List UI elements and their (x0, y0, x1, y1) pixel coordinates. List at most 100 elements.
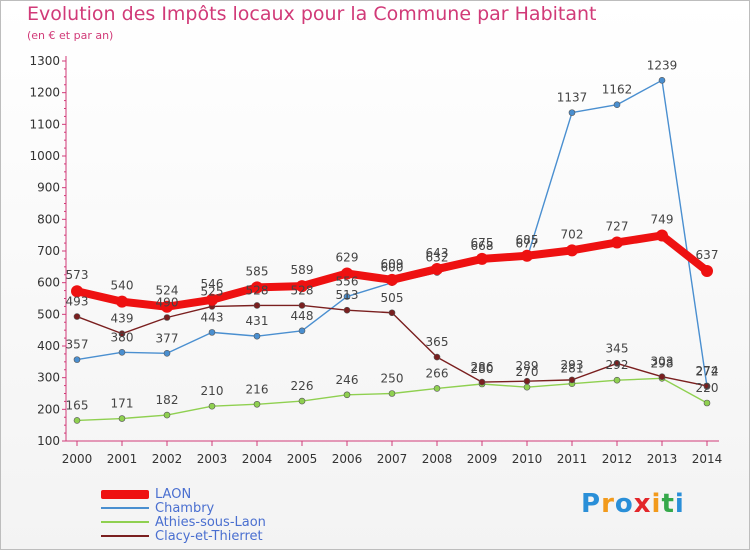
data-point (206, 293, 218, 306)
legend-item: Athies-sous-Laon (101, 515, 266, 530)
logo-letter: P (581, 489, 602, 519)
data-point (116, 295, 128, 308)
legend: LAON Chambry Athies-sous-Laon Clacy-et-T… (101, 487, 266, 544)
data-label: 226 (291, 379, 314, 393)
data-point (521, 249, 533, 262)
data-label: 528 (291, 283, 314, 297)
data-point (118, 415, 126, 422)
data-label: 365 (426, 335, 449, 349)
data-label: 643 (426, 246, 449, 260)
legend-swatch (101, 535, 149, 537)
data-point (613, 376, 621, 384)
data-point (163, 349, 171, 357)
data-label: 668 (471, 239, 494, 253)
logo-letter: o (614, 489, 634, 519)
data-label: 609 (381, 257, 404, 271)
x-tick-label: 2008 (422, 452, 453, 466)
logo-letter: t (661, 489, 675, 519)
brand-logo: Proxiti (581, 489, 685, 519)
data-label: 274 (696, 364, 719, 378)
data-label: 727 (606, 219, 629, 233)
data-label: 293 (561, 358, 584, 372)
y-tick-label: 900 (37, 181, 60, 195)
data-label: 493 (66, 295, 89, 309)
data-point (388, 309, 396, 317)
data-point (476, 252, 488, 265)
data-point (71, 285, 83, 298)
data-point (658, 373, 666, 381)
x-tick-label: 2005 (287, 452, 318, 466)
data-label: 585 (246, 264, 269, 278)
data-label: 439 (111, 312, 134, 326)
data-point (118, 349, 126, 356)
data-label: 513 (336, 288, 359, 302)
y-tick-label: 1200 (29, 86, 60, 100)
data-point (163, 411, 171, 419)
x-tick-label: 2003 (197, 452, 228, 466)
legend-label: Chambry (155, 500, 215, 516)
data-label: 505 (381, 291, 404, 305)
data-label: 246 (336, 373, 359, 387)
data-label: 632 (426, 251, 449, 265)
chart-subtitle: (en € et par an) (27, 29, 114, 42)
data-point (701, 264, 713, 277)
data-point (613, 360, 621, 367)
data-point (298, 327, 306, 335)
legend-swatch (101, 521, 149, 523)
data-point (296, 280, 308, 293)
data-label: 286 (471, 360, 494, 374)
data-label: 289 (516, 359, 539, 373)
data-label: 490 (156, 296, 179, 310)
legend-label: Clacy-et-Thierret (155, 528, 263, 544)
data-point (298, 397, 306, 405)
data-point (73, 313, 81, 320)
data-label: 292 (606, 358, 629, 372)
legend-item: LAON (101, 487, 266, 502)
y-tick-label: 1000 (29, 149, 60, 163)
logo-letter: r (601, 489, 615, 519)
data-label: 165 (66, 398, 89, 412)
data-point (568, 376, 576, 384)
legend-swatch (101, 507, 149, 509)
data-label: 675 (471, 236, 494, 250)
data-point (656, 229, 668, 242)
data-label: 345 (606, 341, 629, 355)
data-label: 1239 (647, 58, 678, 72)
data-point (433, 353, 441, 361)
data-point (73, 417, 81, 424)
y-tick-label: 400 (37, 339, 60, 353)
x-tick-label: 2011 (557, 452, 588, 466)
data-point (208, 402, 216, 410)
x-tick-label: 2004 (242, 452, 273, 466)
x-tick-label: 2010 (512, 452, 543, 466)
data-point (163, 314, 171, 321)
x-tick-label: 2014 (692, 452, 723, 466)
data-label: 573 (66, 268, 89, 282)
data-label: 629 (336, 250, 359, 264)
data-label: 443 (201, 310, 224, 324)
x-tick-label: 2000 (62, 452, 93, 466)
data-label: 210 (201, 384, 224, 398)
data-label: 298 (651, 356, 674, 370)
data-point (251, 281, 263, 294)
data-label: 281 (561, 362, 584, 376)
y-tick-label: 700 (37, 244, 60, 258)
logo-letter: x (633, 489, 652, 519)
data-point (253, 400, 261, 408)
x-tick-label: 2006 (332, 452, 363, 466)
legend-item: Clacy-et-Thierret (101, 528, 266, 544)
data-label: 357 (66, 338, 89, 352)
y-tick-label: 800 (37, 212, 60, 226)
data-label: 377 (156, 331, 179, 345)
data-point (658, 77, 666, 84)
data-point (253, 332, 261, 340)
logo-letter: i (651, 489, 662, 519)
data-label: 749 (651, 212, 674, 226)
data-point (703, 399, 711, 407)
chart-title: Evolution des Impôts locaux pour la Comm… (27, 3, 597, 25)
data-label: 303 (651, 355, 674, 369)
data-point (341, 267, 353, 280)
x-tick-label: 2013 (647, 452, 678, 466)
data-point (298, 302, 306, 309)
